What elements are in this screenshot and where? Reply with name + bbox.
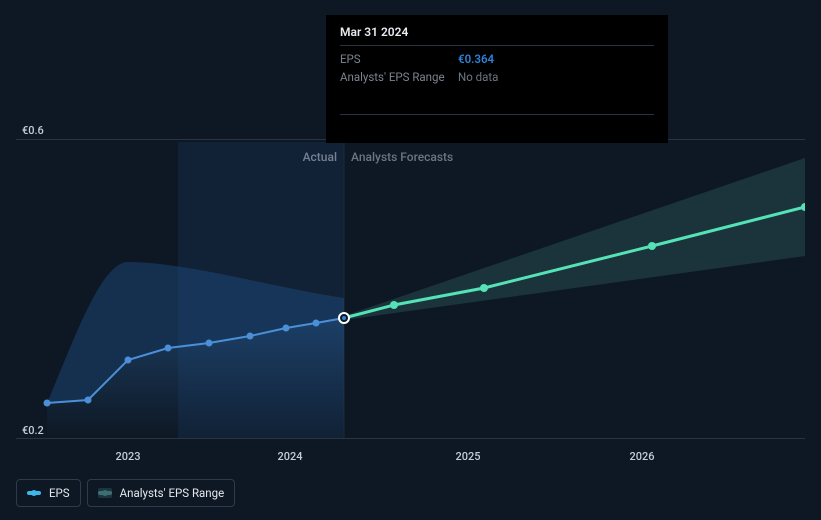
tooltip-value: No data — [458, 70, 498, 84]
tooltip-divider — [340, 114, 654, 115]
legend-item-range[interactable]: Analysts' EPS Range — [87, 479, 236, 507]
tooltip-key: Analysts' EPS Range — [340, 70, 458, 84]
x-tick-label: 2025 — [455, 450, 480, 463]
y-tick-label: €0.6 — [22, 124, 44, 137]
legend-swatch-eps-icon — [27, 491, 41, 495]
legend-label: Analysts' EPS Range — [120, 486, 225, 500]
x-tick-label: 2026 — [629, 450, 654, 463]
y-tick-label: €0.2 — [22, 424, 44, 437]
tooltip-value: €0.364 — [458, 52, 494, 66]
analysts-range-band — [344, 158, 805, 320]
legend-swatch-range-icon — [98, 488, 112, 498]
legend: EPS Analysts' EPS Range — [16, 479, 235, 507]
chart-tooltip: Mar 31 2024 EPS €0.364 Analysts' EPS Ran… — [326, 15, 668, 143]
x-tick-label: 2023 — [115, 450, 140, 463]
tooltip-key: EPS — [340, 52, 458, 66]
x-tick-label: 2024 — [277, 450, 302, 463]
hover-point-dot — [342, 316, 346, 320]
legend-label: EPS — [49, 486, 70, 500]
tooltip-row-eps: EPS €0.364 — [340, 50, 654, 68]
legend-item-eps[interactable]: EPS — [16, 479, 81, 507]
gridline-baseline — [16, 438, 805, 439]
tooltip-row-range: Analysts' EPS Range No data — [340, 68, 654, 86]
tooltip-date: Mar 31 2024 — [340, 25, 654, 46]
